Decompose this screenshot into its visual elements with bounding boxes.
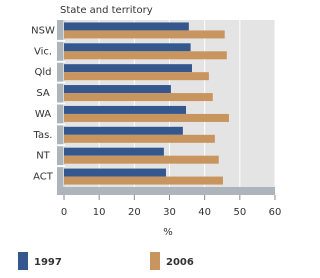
y-tick-label: Qld xyxy=(35,67,52,78)
axis-strip xyxy=(57,187,275,195)
bar xyxy=(64,176,223,185)
y-tick-label: NSW xyxy=(31,25,55,36)
x-tick-label: 0 xyxy=(61,207,67,218)
bar xyxy=(64,134,215,143)
bar xyxy=(64,168,166,177)
bar xyxy=(64,155,219,164)
bar xyxy=(64,22,189,31)
bar xyxy=(64,72,209,81)
legend-swatch xyxy=(150,252,160,270)
bar xyxy=(64,64,193,73)
y-tick-label: NT xyxy=(36,151,50,162)
bar xyxy=(64,147,164,156)
x-tick-label: 60 xyxy=(269,207,282,218)
chart: State and territory % 0 10 20 30 40 50 60 NSW Vi… xyxy=(18,5,282,270)
x-tick-label: 20 xyxy=(128,207,141,218)
bar xyxy=(64,113,229,122)
legend-label: 1997 xyxy=(34,257,62,268)
bar xyxy=(64,105,187,114)
bar xyxy=(64,43,191,52)
chart-title: State and territory xyxy=(60,5,153,16)
y-tick-label: WA xyxy=(35,109,51,120)
x-tick-label: 30 xyxy=(163,207,176,218)
bar xyxy=(64,126,183,135)
legend-label: 2006 xyxy=(166,257,194,268)
x-axis-label: % xyxy=(163,227,173,238)
bar xyxy=(64,93,213,102)
y-tick-label: Tas. xyxy=(33,130,53,141)
y-tick-label: ACT xyxy=(33,172,54,183)
y-tick-label: SA xyxy=(36,88,50,99)
bar xyxy=(64,51,227,60)
y-tick-label: Vic. xyxy=(34,46,52,57)
bar xyxy=(64,30,225,39)
axis-strip xyxy=(57,20,65,195)
x-tick-label: 10 xyxy=(93,207,106,218)
legend-swatch xyxy=(18,252,28,270)
x-tick-label: 40 xyxy=(198,207,211,218)
x-tick-label: 50 xyxy=(233,207,246,218)
bar xyxy=(64,85,171,94)
